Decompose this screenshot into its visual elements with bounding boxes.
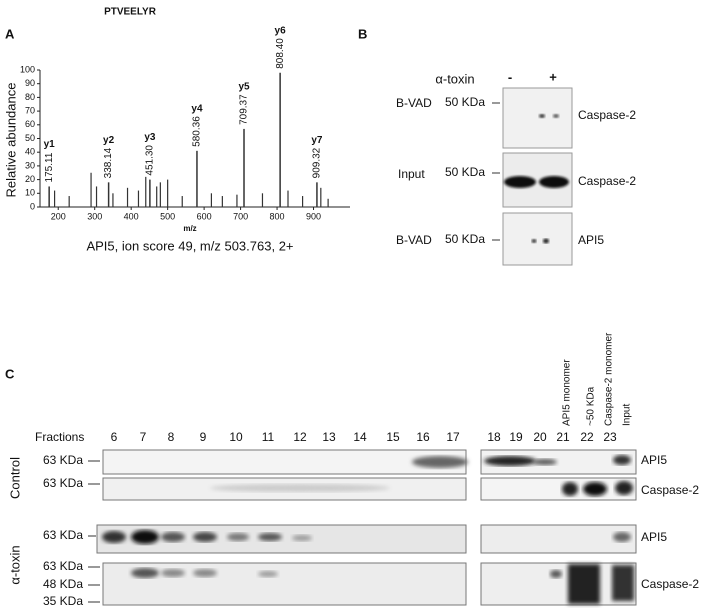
fraction-number: 11 [262,430,275,444]
ion-mz-label: 808.40 [275,38,286,69]
ion-name: y4 [191,103,203,114]
row-label: B-VAD [396,233,432,247]
fraction-number: 23 [603,430,617,444]
ion-name: y3 [144,132,156,143]
panel-label: A [5,26,15,41]
mw-label: 48 KDa [43,577,83,591]
x-tick-label: 500 [160,211,175,221]
protein-label: Caspase-2 [578,108,636,122]
protein-label: API5 [578,233,604,247]
x-tick-label: 900 [306,211,321,221]
y-tick-label: 50 [25,133,35,143]
column-note: Caspase-2 monomer [604,332,615,426]
ion-mz-label: 338.14 [103,147,114,178]
fraction-number: 13 [322,430,336,444]
x-tick-label: 700 [233,211,248,221]
ion-name: y5 [238,82,250,93]
fraction-number: 15 [386,430,400,444]
x-tick-label: 400 [124,211,139,221]
panel-label: C [5,366,15,381]
y-tick-label: 80 [25,92,35,102]
y-tick-label: 10 [25,188,35,198]
panel-label: B [358,26,367,41]
fraction-number: 21 [556,430,570,444]
y-tick-label: 90 [25,78,35,88]
fraction-number: 6 [111,430,118,444]
fraction-number: 14 [353,430,367,444]
protein-label: API5 [641,453,667,467]
group-label: α-toxin [7,545,22,584]
mw-label: 50 KDa [445,165,485,179]
x-tick-label: 800 [270,211,285,221]
ion-mz-label: 909.32 [312,147,323,178]
protein-label: Caspase-2 [641,577,699,591]
chart-title: PTVEELYR [104,7,157,18]
row-label: Input [398,167,425,181]
fraction-number: 12 [293,430,307,444]
mw-label: 35 KDa [43,594,83,608]
ion-name: y2 [103,135,115,146]
fractions-label: Fractions [35,430,84,444]
protein-label: Caspase-2 [641,483,699,497]
y-tick-label: 40 [25,147,35,157]
protein-label: Caspase-2 [578,174,636,188]
mw-label: 50 KDa [445,232,485,246]
fraction-number: 9 [200,430,207,444]
caption: API5, ion score 49, m/z 503.763, 2+ [86,238,293,253]
ion-name: y7 [311,135,323,146]
y-tick-label: 100 [20,64,35,74]
x-axis-label: m/z [183,224,196,233]
fraction-number: 22 [580,430,594,444]
fraction-number: 18 [487,430,501,444]
row-label: B-VAD [396,96,432,110]
treatment-label: α-toxin [435,71,474,86]
column-note: ~50 KDa [586,386,597,426]
column-note: Input [622,404,633,426]
ion-mz-label: 451.30 [145,145,156,176]
y-axis-label: Relative abundance [3,83,18,198]
y-tick-label: 70 [25,105,35,115]
fraction-number: 10 [229,430,243,444]
mw-label: 63 KDa [43,453,83,467]
fraction-number: 20 [533,430,547,444]
column-note: API5 monomer [562,359,573,426]
group-label: Control [7,457,22,499]
fraction-number: 19 [509,430,523,444]
mw-label: 50 KDa [445,95,485,109]
ion-mz-label: 175.11 [44,152,55,182]
mw-label: 63 KDa [43,559,83,573]
fraction-number: 7 [140,430,147,444]
plus-label: + [549,69,557,84]
mw-label: 63 KDa [43,528,83,542]
x-tick-label: 200 [51,211,66,221]
x-tick-label: 300 [87,211,102,221]
blot-c [96,449,637,606]
ion-mz-label: 709.37 [239,94,250,125]
minus-label: - [508,69,512,84]
fraction-numbers: 6 7 8 9 10 11 12 13 14 15 16 17 18 19 20 21 22 23 [111,430,617,444]
protein-label: API5 [641,530,667,544]
y-tick-label: 30 [25,160,35,170]
ion-mz-label: 580.36 [192,116,203,147]
blot-b [492,87,573,266]
y-tick-label: 20 [25,174,35,184]
ion-name: y6 [275,25,287,36]
fraction-number: 16 [416,430,430,444]
ion-name: y1 [44,139,56,150]
mw-label: 63 KDa [43,476,83,490]
y-tick-label: 0 [30,201,35,211]
y-tick-label: 60 [25,119,35,129]
fraction-number: 8 [168,430,175,444]
x-tick-label: 600 [197,211,212,221]
fraction-number: 17 [446,430,460,444]
